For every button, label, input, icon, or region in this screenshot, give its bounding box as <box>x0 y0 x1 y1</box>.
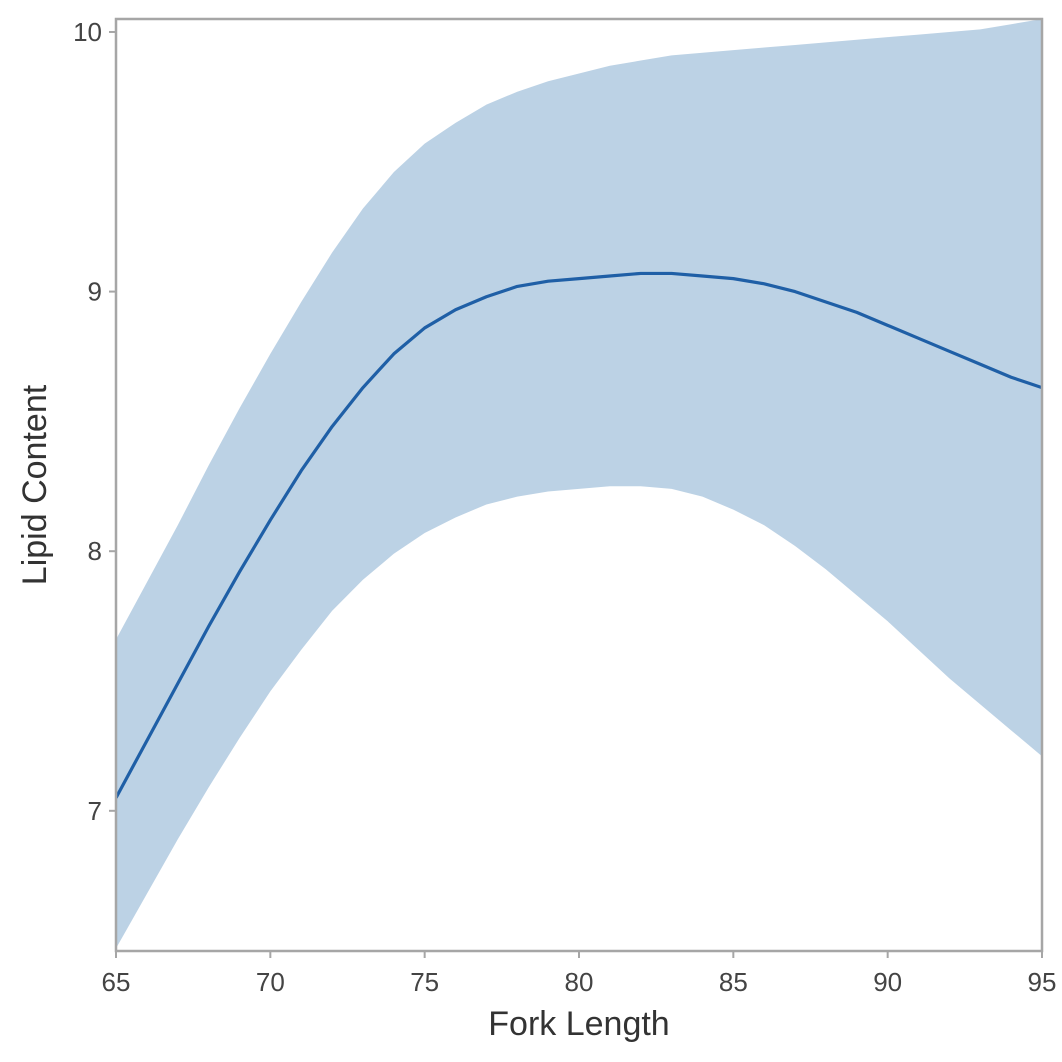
y-axis-label: Lipid Content <box>16 384 54 585</box>
x-tick-label: 65 <box>102 967 131 997</box>
confidence-band <box>116 19 1042 949</box>
y-tick-label: 7 <box>88 796 102 826</box>
x-tick-label: 70 <box>256 967 285 997</box>
x-tick-label: 95 <box>1028 967 1057 997</box>
y-tick-label: 9 <box>88 277 102 307</box>
plot-area <box>114 17 1044 953</box>
x-tick-label: 80 <box>565 967 594 997</box>
x-tick-label: 75 <box>410 967 439 997</box>
x-axis-ticks: 65 70 75 80 85 90 95 <box>102 951 1057 997</box>
y-tick-label: 10 <box>73 17 102 47</box>
y-tick-label: 8 <box>88 536 102 566</box>
x-tick-label: 85 <box>719 967 748 997</box>
series-line <box>116 271 1042 799</box>
x-tick-label: 90 <box>873 967 902 997</box>
y-axis-ticks: 7 8 9 10 <box>73 17 116 826</box>
x-axis-label: Fork Length <box>488 1005 669 1043</box>
